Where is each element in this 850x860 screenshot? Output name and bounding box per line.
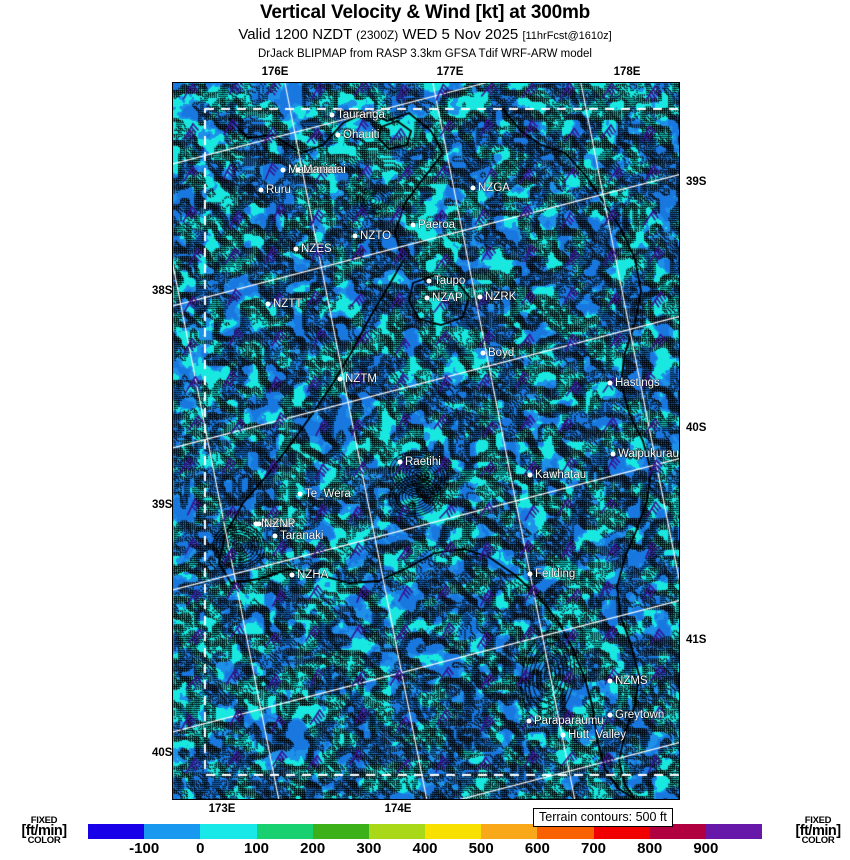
colorbar-label-left: FIXED [ft/min] COLOR	[4, 816, 84, 846]
valid-date: WED 5 Nov 2025	[402, 26, 519, 43]
colorbar-band-4	[312, 824, 369, 839]
colorbar-band-10	[649, 824, 706, 839]
colorbar-band-11	[705, 824, 763, 839]
colorbar-tick-600: 600	[524, 840, 550, 857]
lat-label-right-40S: 40S	[686, 422, 707, 434]
colorbar-band-8	[537, 824, 594, 839]
colorbar-band-9	[593, 824, 650, 839]
colorbar-tick-700: 700	[580, 840, 607, 857]
forecast-tag: [11hrFcst@1610z]	[522, 30, 612, 42]
lon-label-173E: 173E	[208, 803, 236, 815]
lon-label-178E: 178E	[613, 66, 641, 78]
valid-time: Valid 1200 NZDT	[238, 26, 352, 43]
colorbar-unit-left: [ft/min]	[21, 823, 67, 839]
colorbar-label-right: FIXED [ft/min] COLOR	[786, 816, 850, 846]
model-description: DrJack BLIPMAP from RASP 3.3km GFSA Tdif…	[257, 48, 592, 60]
page-title: Vertical Velocity & Wind [kt] at 300mb	[259, 2, 591, 23]
colorbar-tick-800: 800	[637, 840, 663, 857]
colorbar-band-3	[256, 824, 313, 839]
colorbar-tick-400: 400	[412, 840, 438, 857]
lon-label-177E: 177E	[436, 66, 464, 78]
colorbar-tick--100: -100	[129, 840, 160, 857]
valid-time-line: Valid 1200 NZDT (2300Z) WED 5 Nov 2025 […	[0, 25, 850, 46]
lat-label-right-41S: 41S	[686, 634, 707, 646]
colorbar-band-2	[200, 824, 257, 839]
map-header: Vertical Velocity & Wind [kt] at 300mb V…	[0, 0, 850, 61]
lat-label-left-38S: 38S	[152, 285, 173, 297]
weather-map[interactable]	[172, 82, 680, 800]
colorbar-fixed-label-left: FIXED	[30, 815, 58, 826]
colorbar-band-7	[481, 824, 538, 839]
lat-label-right-39S: 39S	[686, 176, 707, 188]
colorbar-fixed-label-right: FIXED	[804, 815, 832, 826]
colorbar-unit-right: [ft/min]	[795, 823, 841, 839]
vertical-velocity-raster	[173, 83, 679, 799]
colorbar-color-label-left: COLOR	[27, 835, 61, 846]
terrain-contour-note: Terrain contours: 500 ft	[533, 808, 673, 827]
lon-label-174E: 174E	[384, 803, 412, 815]
lat-label-left-39S: 39S	[152, 499, 173, 511]
lon-label-176E: 176E	[261, 66, 289, 78]
colorbar-band-1	[144, 824, 201, 839]
colorbar-color-label-right: COLOR	[801, 835, 835, 846]
colorbar-band-6	[425, 824, 482, 839]
map-frame	[172, 82, 680, 800]
colorbar-tick-300: 300	[356, 840, 382, 857]
lat-label-left-40S: 40S	[152, 747, 173, 759]
valid-time-utc: (2300Z)	[356, 28, 399, 42]
colorbar-band-0	[88, 824, 145, 839]
colorbar-tick-100: 100	[243, 840, 270, 857]
colorbar-tick-900: 900	[693, 840, 719, 857]
colorbar-band-5	[368, 824, 426, 839]
colorbar-gradient[interactable]	[88, 824, 763, 839]
colorbar-tick-500: 500	[468, 840, 494, 857]
colorbar-tick-200: 200	[300, 840, 326, 857]
colorbar-tick-0: 0	[196, 840, 205, 857]
colorbar-tick-labels: -100 0 100 200 300 400 500 600 700 800 900	[88, 840, 762, 860]
